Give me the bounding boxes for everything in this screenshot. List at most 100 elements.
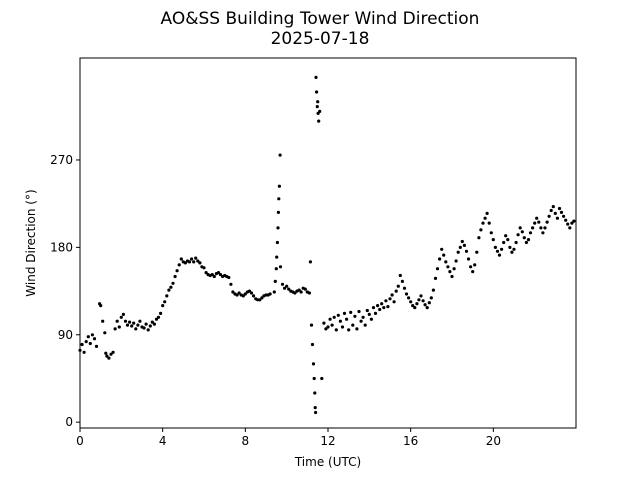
data-point xyxy=(88,341,92,346)
data-point xyxy=(326,325,330,329)
data-point xyxy=(117,325,121,329)
data-point xyxy=(553,211,557,215)
data-point xyxy=(313,406,317,410)
data-point xyxy=(489,231,493,235)
data-point xyxy=(407,296,411,300)
data-point xyxy=(481,221,485,225)
data-point xyxy=(307,291,311,295)
data-point xyxy=(303,287,307,291)
data-point xyxy=(477,236,481,240)
data-point xyxy=(419,294,423,298)
data-point xyxy=(277,197,281,201)
data-point xyxy=(115,319,119,323)
data-point xyxy=(150,320,154,324)
data-point xyxy=(165,294,169,298)
data-point xyxy=(564,218,568,222)
data-point xyxy=(473,263,477,267)
data-point xyxy=(336,313,340,317)
data-point xyxy=(528,231,533,235)
data-point xyxy=(460,239,464,244)
data-point xyxy=(429,296,433,300)
data-point xyxy=(361,315,365,319)
data-point xyxy=(144,322,148,326)
data-point xyxy=(450,274,454,279)
data-point xyxy=(125,323,130,327)
data-point xyxy=(566,222,570,226)
data-point xyxy=(541,231,545,235)
data-point xyxy=(113,327,117,331)
data-point xyxy=(277,184,281,188)
data-point xyxy=(82,350,86,354)
data-point xyxy=(249,291,254,295)
data-point xyxy=(311,362,316,366)
data-point xyxy=(411,304,415,308)
data-point xyxy=(243,292,247,296)
data-point xyxy=(514,240,518,245)
data-point xyxy=(347,328,351,332)
data-point xyxy=(357,309,361,314)
data-point xyxy=(111,350,115,354)
data-point xyxy=(495,249,500,253)
data-point xyxy=(508,245,512,249)
data-point xyxy=(502,240,506,245)
data-point xyxy=(446,265,450,269)
data-point xyxy=(330,323,334,327)
data-point xyxy=(466,257,471,261)
data-point xyxy=(353,314,357,318)
y-axis-label: Wind Direction (°) xyxy=(24,189,38,296)
data-point xyxy=(183,261,187,265)
data-point xyxy=(380,302,384,306)
data-point xyxy=(235,293,239,297)
x-tick-label: 8 xyxy=(242,434,250,448)
data-point xyxy=(273,279,277,283)
data-point xyxy=(340,325,345,329)
y-tick-label: 90 xyxy=(58,328,73,342)
data-point xyxy=(260,296,264,300)
data-point xyxy=(506,238,510,242)
data-point xyxy=(535,216,539,220)
data-point xyxy=(194,256,198,260)
data-point xyxy=(448,270,452,274)
data-point xyxy=(84,340,88,344)
data-point xyxy=(252,294,256,298)
data-point xyxy=(315,105,319,109)
x-tick-label: 12 xyxy=(320,434,335,448)
data-point xyxy=(462,243,466,247)
data-point xyxy=(146,328,150,332)
data-point xyxy=(342,311,347,315)
x-axis-label: Time (UTC) xyxy=(294,455,361,469)
data-point xyxy=(318,109,322,113)
data-point xyxy=(177,263,181,267)
data-point xyxy=(218,273,223,277)
data-point xyxy=(425,306,429,310)
data-point xyxy=(173,274,177,279)
data-point xyxy=(409,300,413,304)
y-tick-label: 0 xyxy=(65,415,73,429)
data-point xyxy=(390,293,394,297)
data-point xyxy=(373,311,378,315)
data-point xyxy=(119,315,123,319)
scatter-points xyxy=(78,75,576,415)
data-point xyxy=(555,216,560,220)
data-point xyxy=(94,344,99,348)
data-point xyxy=(320,376,324,381)
data-point xyxy=(299,290,303,294)
data-point xyxy=(382,306,386,310)
data-point xyxy=(293,291,297,295)
data-point xyxy=(142,326,146,330)
y-axis-ticks: 0 90 180 270 xyxy=(50,153,80,429)
data-point xyxy=(309,323,314,327)
data-point xyxy=(518,226,522,230)
data-point xyxy=(520,230,524,234)
data-point xyxy=(394,289,398,293)
data-point xyxy=(190,257,194,261)
data-point xyxy=(237,291,241,295)
data-point xyxy=(423,303,427,307)
data-point xyxy=(388,297,392,301)
data-point xyxy=(526,238,531,242)
y-tick-label: 180 xyxy=(50,240,73,254)
data-point xyxy=(138,319,142,323)
data-point xyxy=(512,247,516,251)
data-point xyxy=(159,311,163,315)
